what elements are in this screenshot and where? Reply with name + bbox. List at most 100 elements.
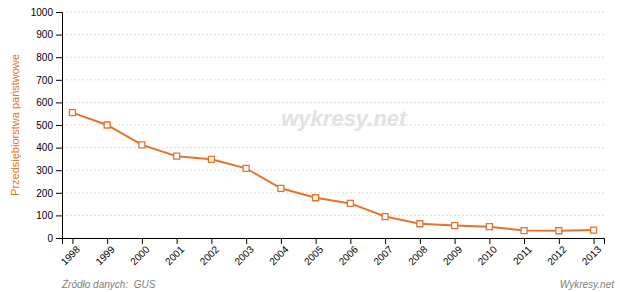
x-tick-label: 2005 xyxy=(302,243,326,267)
x-tick-label: 2001 xyxy=(163,243,187,267)
x-tick-label: 2003 xyxy=(232,243,256,267)
y-tick: 400 xyxy=(36,142,62,153)
marker xyxy=(556,228,562,234)
y-tick-mark xyxy=(56,170,62,171)
series xyxy=(69,110,596,234)
marker xyxy=(243,165,249,171)
x-axis-line xyxy=(63,239,605,245)
y-axis-line xyxy=(56,13,63,239)
x-tick: 2007 xyxy=(371,238,395,267)
y-tick-label: 700 xyxy=(36,75,53,86)
marker xyxy=(278,185,284,191)
y-axis: 0 100 200 300 400 500 600 700 800 900 1000 xyxy=(31,7,63,244)
marker xyxy=(521,228,527,234)
marker xyxy=(139,142,145,148)
y-tick-mark xyxy=(56,193,62,194)
grid-line xyxy=(62,215,604,216)
x-tick: 2010 xyxy=(476,238,500,267)
x-tick-mark xyxy=(211,238,212,244)
grid-line xyxy=(62,170,604,171)
x-tick-label: 2007 xyxy=(371,243,395,267)
watermark: wykresy.net xyxy=(281,106,408,131)
x-tick-label: 1999 xyxy=(93,243,117,267)
y-tick: 0 xyxy=(47,233,62,244)
x-tick: 2011 xyxy=(511,238,534,267)
y-tick: 600 xyxy=(36,97,62,108)
marker xyxy=(452,223,458,229)
x-tick: 2012 xyxy=(545,238,569,267)
x-tick-mark xyxy=(420,238,421,244)
x-tick-mark xyxy=(594,238,595,244)
x-tick: 2013 xyxy=(580,238,604,267)
footer-note: Wykresy.net xyxy=(560,279,615,290)
x-tick-mark xyxy=(246,238,247,244)
y-tick-mark xyxy=(56,215,62,216)
grid-line xyxy=(62,12,604,13)
plot: wykresy.net 0 100 200 300 400 500 600 700 800 900 1… xyxy=(31,7,605,267)
x-tick-label: 2012 xyxy=(545,243,569,267)
x-tick: 2000 xyxy=(128,238,152,267)
y-tick: 500 xyxy=(36,120,62,131)
grid xyxy=(62,12,604,238)
x-tick: 2006 xyxy=(337,238,361,267)
x-tick-mark xyxy=(316,238,317,244)
x-tick: 2003 xyxy=(232,238,256,267)
y-tick: 100 xyxy=(36,210,62,221)
y-tick-mark xyxy=(56,102,62,103)
x-tick: 1998 xyxy=(59,238,83,267)
x-tick-mark xyxy=(142,238,143,244)
y-tick-label: 1000 xyxy=(31,7,54,18)
x-tick-label: 2004 xyxy=(267,243,291,267)
y-tick-label: 900 xyxy=(36,29,53,40)
marker xyxy=(69,110,75,116)
x-tick: 2009 xyxy=(441,238,465,267)
x-tick-mark xyxy=(489,238,490,244)
x-tick-mark xyxy=(72,238,73,244)
marker xyxy=(104,122,110,128)
x-tick-label: 2002 xyxy=(198,243,222,267)
y-tick-label: 200 xyxy=(36,188,53,199)
y-tick-label: 600 xyxy=(36,97,53,108)
y-tick: 200 xyxy=(36,188,62,199)
grid-line xyxy=(62,79,604,80)
y-tick-label: 0 xyxy=(47,233,53,244)
y-tick-mark xyxy=(56,238,62,239)
x-tick-label: 2009 xyxy=(441,243,465,267)
y-axis-title: Przedsiębiorstwa państwowe xyxy=(9,54,21,196)
y-tick: 700 xyxy=(36,75,62,86)
y-tick-label: 400 xyxy=(36,142,53,153)
source-note: Źródło danych: GUS xyxy=(61,278,156,290)
chart: wykresy.net 0 100 200 300 400 500 600 700 800 900 1… xyxy=(0,0,620,292)
grid-line xyxy=(62,34,604,35)
x-tick-mark xyxy=(177,238,178,244)
marker xyxy=(347,200,353,206)
x-tick-mark xyxy=(107,238,108,244)
x-tick-label: 2008 xyxy=(406,243,430,267)
marker xyxy=(382,214,388,220)
marker xyxy=(174,153,180,159)
x-tick-mark xyxy=(455,238,456,244)
y-tick-label: 800 xyxy=(36,52,53,63)
x-tick-label: 2011 xyxy=(511,243,534,266)
x-tick: 2005 xyxy=(302,238,326,267)
marker xyxy=(313,195,319,201)
line xyxy=(72,113,593,231)
grid-line xyxy=(62,102,604,103)
y-tick-label: 500 xyxy=(36,120,53,131)
x-tick-mark xyxy=(350,238,351,244)
y-tick-mark xyxy=(56,35,62,36)
y-tick-mark xyxy=(56,12,62,13)
y-tick-mark xyxy=(56,148,62,149)
y-tick: 1000 xyxy=(31,7,62,18)
y-tick-mark xyxy=(56,125,62,126)
y-tick: 300 xyxy=(36,165,62,176)
marker xyxy=(417,221,423,227)
x-tick-mark xyxy=(524,238,525,244)
x-tick-label: 2010 xyxy=(476,243,500,267)
x-tick-mark xyxy=(281,238,282,244)
marker xyxy=(591,227,597,233)
y-tick: 900 xyxy=(36,29,62,40)
x-tick: 2008 xyxy=(406,238,430,267)
x-tick-label: 1998 xyxy=(59,243,83,267)
x-tick-label: 2000 xyxy=(128,243,152,267)
